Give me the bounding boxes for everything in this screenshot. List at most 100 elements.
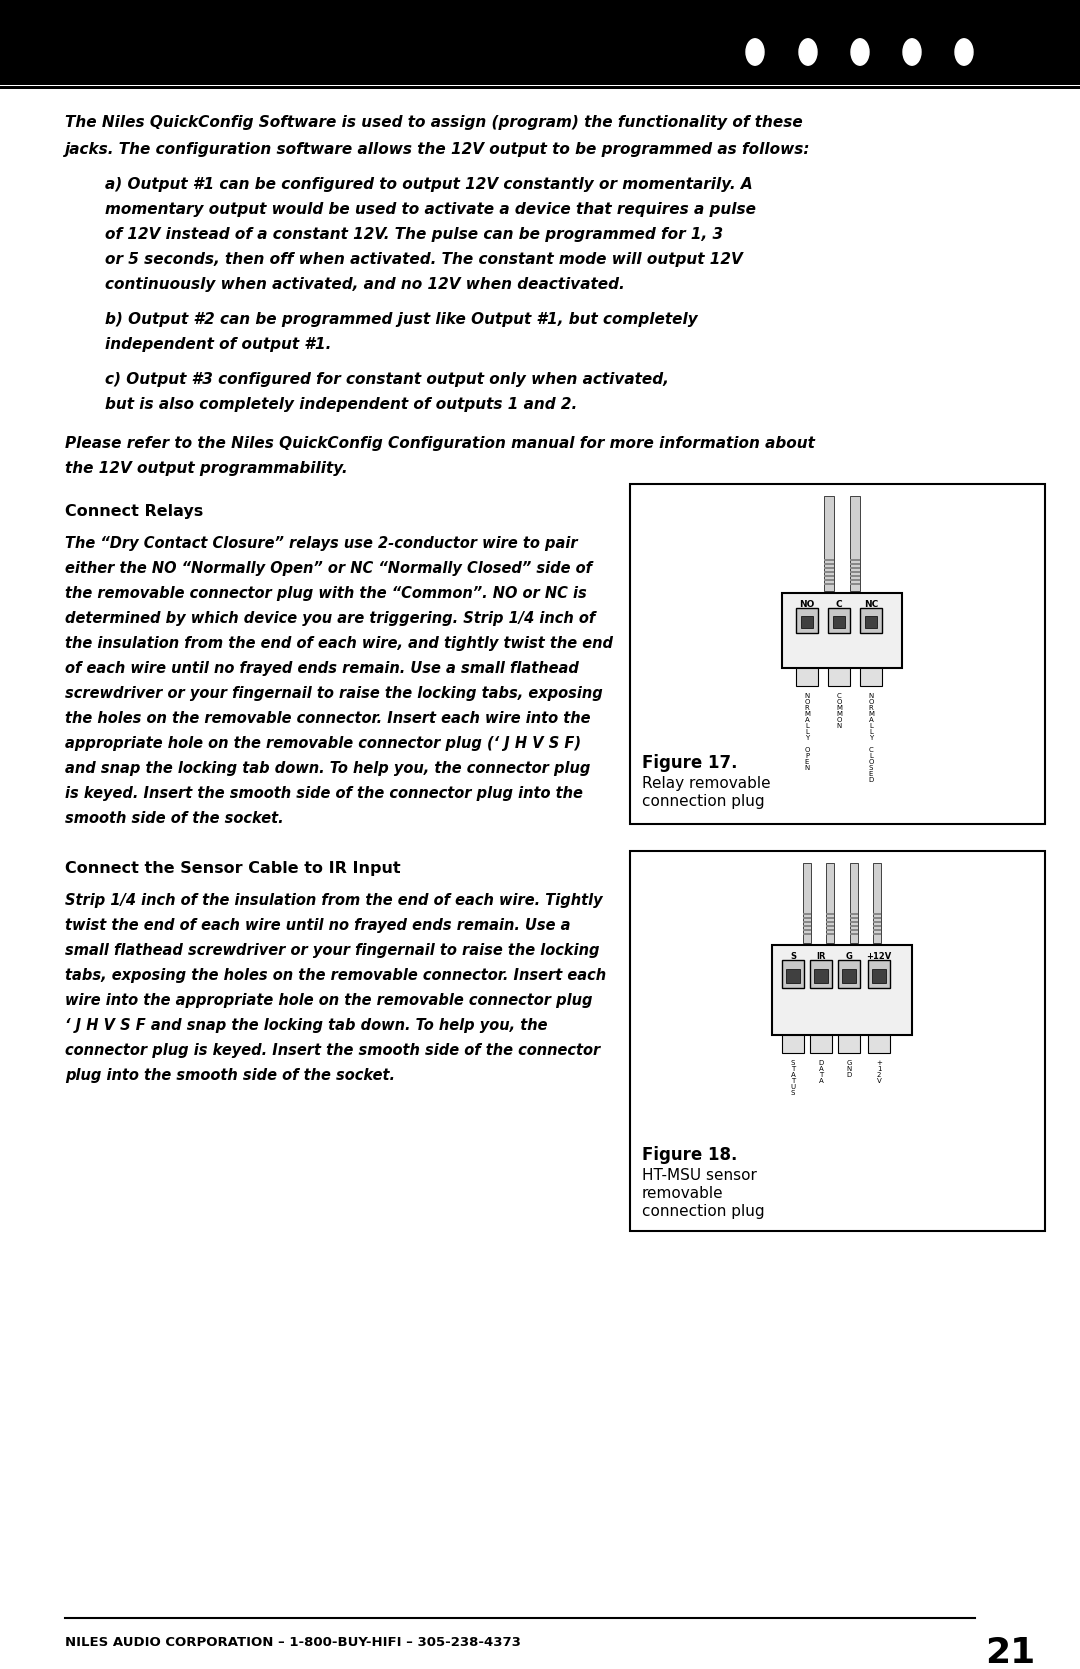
Bar [824,579,834,581]
Text: HT-MSU sensor: HT-MSU sensor [642,1168,757,1183]
Bar [782,960,804,988]
Bar [833,616,845,628]
Text: momentary output would be used to activate a device that requires a pulse: momentary output would be used to activa… [105,202,756,217]
Text: appropriate hole on the removable connector plug (‘ J H V S F): appropriate hole on the removable connec… [65,736,581,751]
Text: but is also completely independent of outputs 1 and 2.: but is also completely independent of ou… [105,397,577,412]
Bar [850,559,860,561]
Bar [828,608,850,633]
Text: C
O
M
M
O
N: C O M M O N [836,693,842,729]
Text: small flathead screwdriver or your fingernail to raise the locking: small flathead screwdriver or your finge… [65,943,599,958]
Bar [850,571,860,572]
Text: Relay removable: Relay removable [642,776,771,791]
Text: Figure 17.: Figure 17. [642,754,738,773]
Bar [804,930,811,931]
Bar [860,608,882,633]
Bar [786,970,800,983]
Bar [824,576,834,577]
Bar [826,913,834,915]
Text: screwdriver or your fingernail to raise the locking tabs, exposing: screwdriver or your fingernail to raise … [65,686,603,701]
Bar [838,1035,860,1053]
Bar [801,616,813,628]
Text: connection plug: connection plug [642,1203,765,1218]
Bar [0,87,1080,88]
Text: ‘ J H V S F and snap the locking tab down. To help you, the: ‘ J H V S F and snap the locking tab dow… [65,1018,548,1033]
Bar [850,496,860,591]
Text: D
A
T
A: D A T A [819,1060,824,1083]
Text: the insulation from the end of each wire, and tightly twist the end: the insulation from the end of each wire… [65,636,613,651]
Bar [630,484,1045,824]
Text: The “Dry Contact Closure” relays use 2-conductor wire to pair: The “Dry Contact Closure” relays use 2-c… [65,536,578,551]
Text: N
O
R
M
A
L
L
Y
 
C
L
O
S
E
D: N O R M A L L Y C L O S E D [868,693,874,783]
Bar [872,970,886,983]
Bar [873,933,881,935]
Text: b) Output #2 can be programmed just like Output #1, but completely: b) Output #2 can be programmed just like… [105,312,698,327]
Ellipse shape [746,38,764,65]
Bar [824,567,834,569]
Bar [782,1035,804,1053]
Bar [826,930,834,931]
Text: the 12V output programmability.: the 12V output programmability. [65,461,348,476]
Bar [804,863,811,943]
Bar [0,0,1080,85]
Bar [873,925,881,926]
Text: of 12V instead of a constant 12V. The pulse can be programmed for 1, 3: of 12V instead of a constant 12V. The pu… [105,227,724,242]
Text: removable: removable [642,1187,724,1202]
Text: +
1
2
V: + 1 2 V [876,1060,882,1083]
Text: the removable connector plug with the “Common”. NO or NC is: the removable connector plug with the “C… [65,586,586,601]
Bar [772,945,912,1035]
Bar [810,960,832,988]
Bar [796,668,818,686]
Bar [782,592,902,668]
Text: C: C [836,599,842,609]
Text: and snap the locking tab down. To help you, the connector plug: and snap the locking tab down. To help y… [65,761,591,776]
Bar [873,921,881,923]
Text: Connect the Sensor Cable to IR Input: Connect the Sensor Cable to IR Input [65,861,401,876]
Bar [850,582,860,586]
Text: S
T
A
T
U
S: S T A T U S [791,1060,796,1097]
Bar [850,567,860,569]
Bar [850,913,858,915]
Text: G
N
D: G N D [847,1060,852,1078]
Bar [826,921,834,923]
Text: N
O
R
M
A
L
L
Y
 
O
P
E
N: N O R M A L L Y O P E N [804,693,810,771]
Text: connector plug is keyed. Insert the smooth side of the connector: connector plug is keyed. Insert the smoo… [65,1043,600,1058]
Bar [796,608,818,633]
Bar [824,562,834,566]
Bar [804,933,811,935]
Text: a) Output #1 can be configured to output 12V constantly or momentarily. A: a) Output #1 can be configured to output… [105,177,753,192]
Bar [868,1035,890,1053]
Bar [824,496,834,591]
Text: S: S [789,951,796,961]
Bar [824,559,834,561]
Bar [804,916,811,920]
Bar [804,913,811,915]
Bar [850,576,860,577]
Text: continuously when activated, and no 12V when deactivated.: continuously when activated, and no 12V … [105,277,624,292]
Text: smooth side of the socket.: smooth side of the socket. [65,811,284,826]
Bar [850,916,858,920]
Ellipse shape [903,38,921,65]
Bar [826,863,834,943]
Text: G: G [846,951,852,961]
Ellipse shape [799,38,816,65]
Text: or 5 seconds, then off when activated. The constant mode will output 12V: or 5 seconds, then off when activated. T… [105,252,743,267]
Text: NILES AUDIO CORPORATION – 1-800-BUY-HIFI – 305-238-4373: NILES AUDIO CORPORATION – 1-800-BUY-HIFI… [65,1636,521,1649]
Bar [842,970,856,983]
Text: IR: IR [816,951,826,961]
Bar [868,960,890,988]
Bar [814,970,828,983]
Bar [850,925,858,926]
Bar [850,930,858,931]
Text: independent of output #1.: independent of output #1. [105,337,332,352]
Bar [865,616,877,628]
Text: the holes on the removable connector. Insert each wire into the: the holes on the removable connector. In… [65,711,591,726]
Text: Connect Relays: Connect Relays [65,504,203,519]
Bar [850,863,858,943]
Bar [838,960,860,988]
Bar [850,921,858,923]
Ellipse shape [955,38,973,65]
Text: jacks. The configuration software allows the 12V output to be programmed as foll: jacks. The configuration software allows… [65,142,810,157]
Text: 21: 21 [985,1636,1035,1669]
Bar [826,916,834,920]
Bar [826,933,834,935]
